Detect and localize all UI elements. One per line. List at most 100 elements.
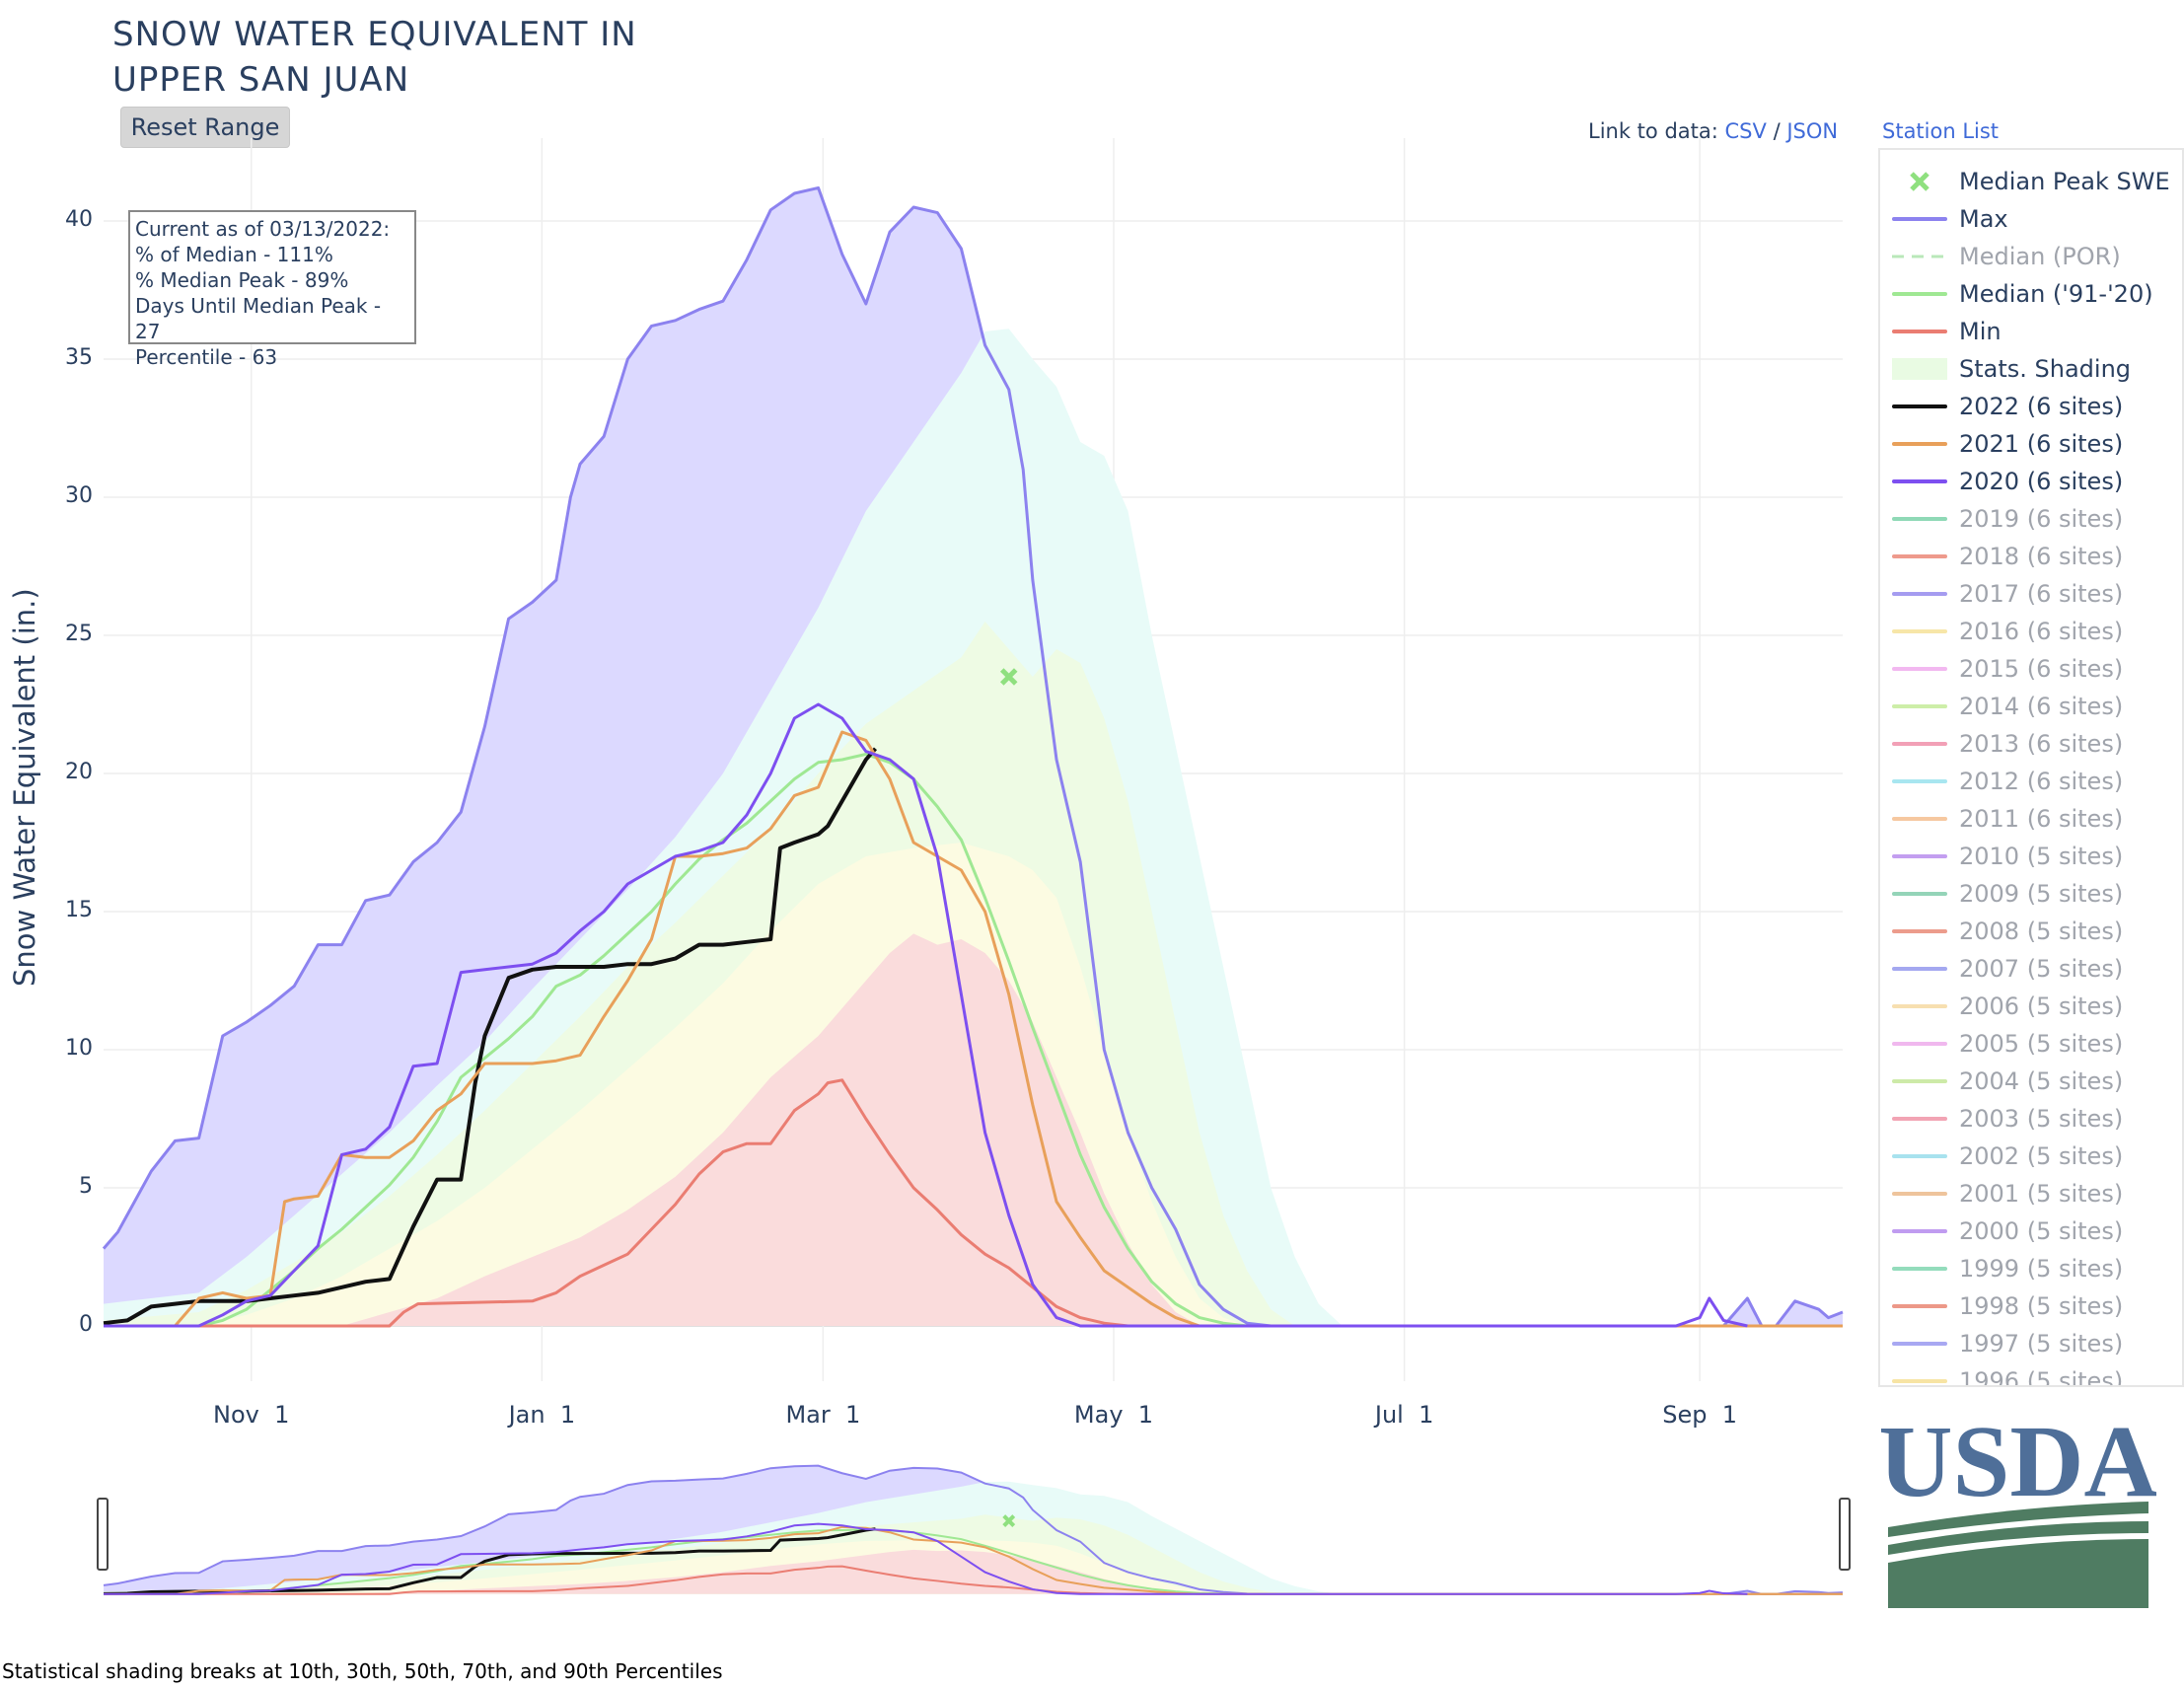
x-tick-label: Jan 1 — [508, 1401, 576, 1429]
legend-item[interactable]: 2005 (5 sites) — [1892, 1026, 2123, 1062]
legend-label: Stats. Shading — [1959, 355, 2132, 383]
percentile-shading — [104, 187, 1843, 1326]
legend-symbol — [1892, 1064, 1947, 1099]
legend-label: 2006 (5 sites) — [1959, 992, 2124, 1020]
legend-item[interactable]: 1998 (5 sites) — [1892, 1288, 2123, 1324]
csv-link[interactable]: CSV — [1724, 119, 1767, 143]
legend-item[interactable]: 2007 (5 sites) — [1892, 951, 2123, 987]
range-slider — [103, 1464, 1844, 1595]
legend-symbol — [1892, 389, 1947, 424]
y-tick-label: 25 — [65, 622, 93, 646]
legend-item[interactable]: 2009 (5 sites) — [1892, 876, 2123, 912]
legend-label: 1996 (5 sites) — [1959, 1367, 2124, 1387]
legend-symbol — [1892, 1251, 1947, 1286]
legend-item[interactable]: 1996 (5 sites) — [1892, 1363, 2124, 1387]
legend-label: 2004 (5 sites) — [1959, 1067, 2124, 1095]
legend-symbol — [1892, 726, 1947, 762]
legend-symbol — [1892, 1213, 1947, 1249]
legend-symbol — [1892, 801, 1947, 837]
shading-footnote: Statistical shading breaks at 10th, 30th… — [2, 1659, 723, 1683]
legend-item[interactable]: 2022 (6 sites) — [1892, 389, 2123, 424]
legend-item[interactable]: 2019 (6 sites) — [1892, 501, 2123, 537]
link-separator: / — [1773, 119, 1781, 143]
series-lines — [102, 185, 1844, 1328]
legend-label: Median (POR) — [1959, 243, 2121, 270]
legend-item[interactable]: 2002 (5 sites) — [1892, 1138, 2123, 1174]
legend-label: 2008 (5 sites) — [1959, 918, 2124, 945]
legend-item[interactable]: 2015 (6 sites) — [1892, 651, 2123, 687]
legend-label: 2017 (6 sites) — [1959, 580, 2124, 608]
y-tick-label: 0 — [79, 1312, 93, 1337]
legend-item[interactable]: Median Peak SWE — [1892, 164, 2170, 199]
legend-item[interactable]: Min — [1892, 314, 2002, 349]
range-handle-right[interactable] — [1839, 1498, 1851, 1571]
markers — [999, 668, 1018, 686]
legend-item[interactable]: 2020 (6 sites) — [1892, 464, 2123, 499]
legend-item[interactable]: 2001 (5 sites) — [1892, 1176, 2123, 1212]
y-tick-label: 10 — [65, 1036, 93, 1061]
legend-label: 2000 (5 sites) — [1959, 1217, 2124, 1245]
y-axis-label: Snow Water Equivalent (in.) — [8, 588, 41, 987]
json-link[interactable]: JSON — [1786, 119, 1839, 143]
legend-label: 1997 (5 sites) — [1959, 1330, 2124, 1358]
series-line — [104, 730, 1843, 1328]
legend-label: 2005 (5 sites) — [1959, 1030, 2124, 1058]
legend-item[interactable]: 2014 (6 sites) — [1892, 689, 2123, 724]
legend-label: 2002 (5 sites) — [1959, 1142, 2124, 1170]
legend-item[interactable]: Stats. Shading — [1892, 351, 2131, 387]
reset-range-button[interactable]: Reset Range — [120, 107, 290, 148]
station-list-link[interactable]: Station List — [1882, 119, 2000, 143]
legend-item[interactable]: 2008 (5 sites) — [1892, 914, 2123, 949]
y-tick-label: 30 — [65, 483, 93, 508]
x-tick-label: May 1 — [1073, 1401, 1154, 1429]
legend-item[interactable]: 2004 (5 sites) — [1892, 1064, 2123, 1099]
status-line-date: Current as of 03/13/2022: — [135, 217, 391, 241]
legend-item[interactable]: 2016 (6 sites) — [1892, 614, 2123, 649]
legend-symbol — [1892, 876, 1947, 912]
legend-symbol — [1892, 689, 1947, 724]
mini-median-peak-marker — [1002, 1514, 1016, 1527]
legend-symbol — [1892, 989, 1947, 1024]
legend-label: 2013 (6 sites) — [1959, 730, 2124, 758]
legend-item[interactable]: 2021 (6 sites) — [1892, 426, 2123, 462]
legend-item[interactable]: 2017 (6 sites) — [1892, 576, 2123, 612]
legend-label: 2009 (5 sites) — [1959, 880, 2124, 908]
legend-item[interactable]: 2010 (5 sites) — [1892, 839, 2123, 874]
y-tick-label: 20 — [65, 760, 93, 784]
legend-label: 2011 (6 sites) — [1959, 805, 2124, 833]
legend-label: Min — [1959, 318, 2002, 345]
legend-item[interactable]: 2011 (6 sites) — [1892, 801, 2123, 837]
legend-label: 2015 (6 sites) — [1959, 655, 2124, 683]
legend-symbol — [1892, 1026, 1947, 1062]
legend-item[interactable]: 2006 (5 sites) — [1892, 989, 2123, 1024]
legend-item[interactable]: 1997 (5 sites) — [1892, 1326, 2123, 1361]
x-tick-label: Sep 1 — [1662, 1401, 1737, 1429]
y-tick-label: 40 — [65, 207, 93, 232]
legend-item[interactable]: Max — [1892, 201, 2008, 237]
legend-item[interactable]: 2012 (6 sites) — [1892, 764, 2123, 799]
legend-symbol — [1892, 914, 1947, 949]
y-tick-label: 35 — [65, 345, 93, 370]
band-p30 — [104, 933, 1843, 1326]
median-peak-marker — [999, 668, 1018, 686]
legend-item[interactable]: 2013 (6 sites) — [1892, 726, 2123, 762]
mini-series-line — [104, 1528, 1843, 1595]
legend-symbol — [1892, 764, 1947, 799]
series-line — [104, 702, 1748, 1328]
legend-symbol — [1892, 276, 1947, 312]
link-prefix: Link to data: — [1588, 119, 1718, 143]
legend-symbol — [1892, 1326, 1947, 1361]
legend-label: 2003 (5 sites) — [1959, 1105, 2124, 1133]
legend-item[interactable]: 2018 (6 sites) — [1892, 539, 2123, 574]
legend-item[interactable]: 2000 (5 sites) — [1892, 1213, 2123, 1249]
legend-item[interactable]: 2003 (5 sites) — [1892, 1101, 2123, 1137]
series-line — [104, 752, 1843, 1328]
legend-symbol — [1892, 1138, 1947, 1174]
range-handle-left[interactable] — [97, 1498, 109, 1571]
legend-item[interactable]: Median ('91-'20) — [1892, 276, 2153, 312]
legend-item[interactable]: Median (POR) — [1892, 239, 2121, 274]
legend[interactable]: Median Peak SWE Max Median (POR) Median ('9… — [1878, 148, 2184, 1387]
legend-item[interactable]: 1999 (5 sites) — [1892, 1251, 2123, 1286]
legend-symbol — [1892, 576, 1947, 612]
